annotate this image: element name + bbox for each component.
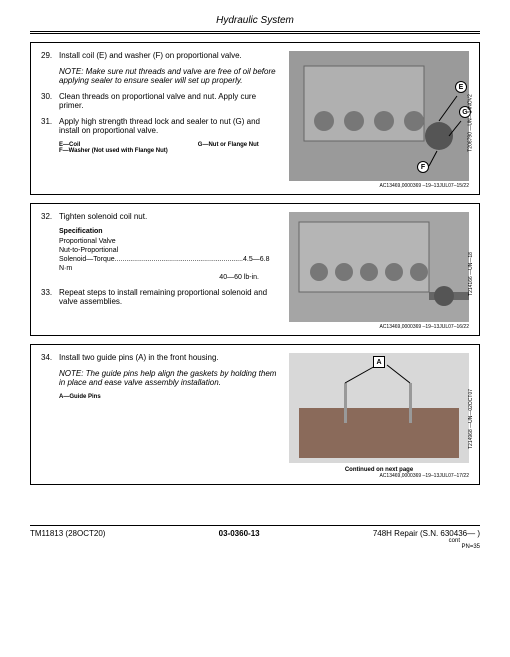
page-header-title: Hydraulic System	[30, 15, 480, 31]
footer-pn: PN=35	[461, 544, 480, 550]
footer-right: 748H Repair (S.N. 630436— )	[373, 529, 480, 538]
footer-line3: PN=35	[30, 544, 480, 550]
step-34: 34. Install two guide pins (A) in the fr…	[41, 353, 279, 362]
step-body: Apply high strength thread lock and seal…	[59, 117, 279, 135]
step-body: Repeat steps to install remaining propor…	[59, 288, 279, 306]
spec-title: Specification	[59, 228, 279, 235]
step-num: 32.	[41, 212, 59, 221]
footer-center: 03-0360-13	[219, 529, 260, 538]
step-30: 30. Clean threads on proportional valve …	[41, 92, 279, 110]
section2-image: T214166 —UN—18 AC13469,0000369 –19–13JUL…	[289, 212, 469, 330]
legend-f: F—Washer (Not used with Flange Nut)	[59, 148, 168, 154]
step-32: 32. Tighten solenoid coil nut.	[41, 212, 279, 221]
vertical-img-id-1: T206790 —UN—14NOV2	[468, 94, 474, 152]
section3-text: 34. Install two guide pins (A) in the fr…	[41, 353, 279, 479]
step-29: 29. Install coil (E) and washer (F) on p…	[41, 51, 279, 60]
vertical-img-id-2: T214166 —UN—18	[468, 252, 474, 296]
callout-a: A	[373, 356, 385, 368]
note-1: NOTE: Make sure nut threads and valve ar…	[59, 67, 279, 85]
spec-line: Solenoid—Torque.........................…	[59, 255, 279, 273]
spec-line: Proportional Valve	[59, 237, 279, 246]
section3-image: A T214968 —UN—02OCT07 Continued on next …	[289, 353, 469, 479]
guide-pins-image: A	[289, 353, 469, 463]
step-body: Install two guide pins (A) in the front …	[59, 353, 279, 362]
step-num: 34.	[41, 353, 59, 362]
step-31: 31. Apply high strength thread lock and …	[41, 117, 279, 135]
step-body: Clean threads on proportional valve and …	[59, 92, 279, 110]
section-box-3: 34. Install two guide pins (A) in the fr…	[30, 344, 480, 485]
callout-e: E	[455, 81, 467, 93]
legend-1: E—Coil F—Washer (Not used with Flange Nu…	[59, 142, 279, 154]
callout-f: F	[417, 161, 429, 173]
footer-left: TM11813 (28OCT20)	[30, 529, 105, 538]
legend-3: A—Guide Pins	[59, 394, 279, 400]
step-body: Install coil (E) and washer (F) on propo…	[59, 51, 279, 60]
step-33: 33. Repeat steps to install remaining pr…	[41, 288, 279, 306]
legend-g: G—Nut or Flange Nut	[198, 142, 259, 148]
solenoid-image	[289, 212, 469, 322]
step-body: Tighten solenoid coil nut.	[59, 212, 279, 221]
page-footer: TM11813 (28OCT20) 03-0360-13 748H Repair…	[30, 525, 480, 538]
section1-text: 29. Install coil (E) and washer (F) on p…	[41, 51, 279, 189]
vertical-img-id-3: T214968 —UN—02OCT07	[468, 389, 474, 449]
img-caption-3: AC13469,0000369 –19–13JUL07–17/22	[289, 473, 469, 479]
step-num: 30.	[41, 92, 59, 110]
spec-line: Nut-to-Proportional	[59, 246, 279, 255]
section-box-2: 32. Tighten solenoid coil nut. Specifica…	[30, 203, 480, 336]
valve-body-image: E G F	[289, 51, 469, 181]
section2-text: 32. Tighten solenoid coil nut. Specifica…	[41, 212, 279, 330]
step-num: 33.	[41, 288, 59, 306]
step-num: 29.	[41, 51, 59, 60]
header-rule	[30, 31, 480, 34]
img-caption-1: AC13469,0000369 –19–13JUL07–15/22	[289, 183, 469, 189]
section-box-1: 29. Install coil (E) and washer (F) on p…	[30, 42, 480, 195]
footer-cont: cont	[449, 538, 460, 544]
step-num: 31.	[41, 117, 59, 135]
img-caption-2: AC13469,0000369 –19–13JUL07–16/22	[289, 324, 469, 330]
legend-a: A—Guide Pins	[59, 394, 101, 400]
note-3: NOTE: The guide pins help align the gask…	[59, 369, 279, 387]
spec-line: 40—60 lb-in.	[59, 273, 279, 282]
section1-image: E G F T206790 —UN—14NOV2 AC13469,0000369…	[289, 51, 469, 189]
